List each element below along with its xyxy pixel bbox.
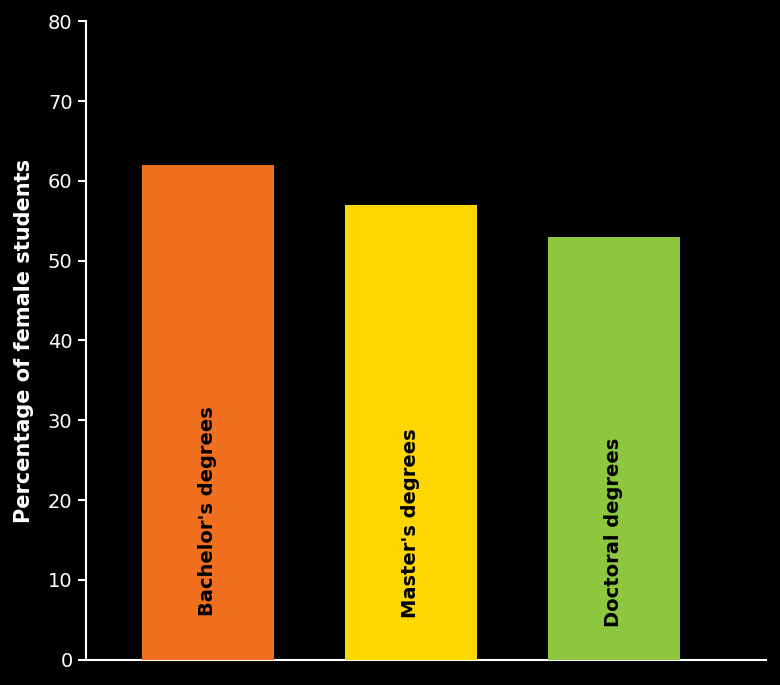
Text: Doctoral degrees: Doctoral degrees <box>604 438 623 627</box>
Text: Bachelor's degrees: Bachelor's degrees <box>198 406 217 616</box>
Bar <box>548 237 680 660</box>
Bar <box>345 205 477 660</box>
Text: Master's degrees: Master's degrees <box>401 428 420 618</box>
Y-axis label: Percentage of female students: Percentage of female students <box>14 158 34 523</box>
Bar <box>142 165 274 660</box>
